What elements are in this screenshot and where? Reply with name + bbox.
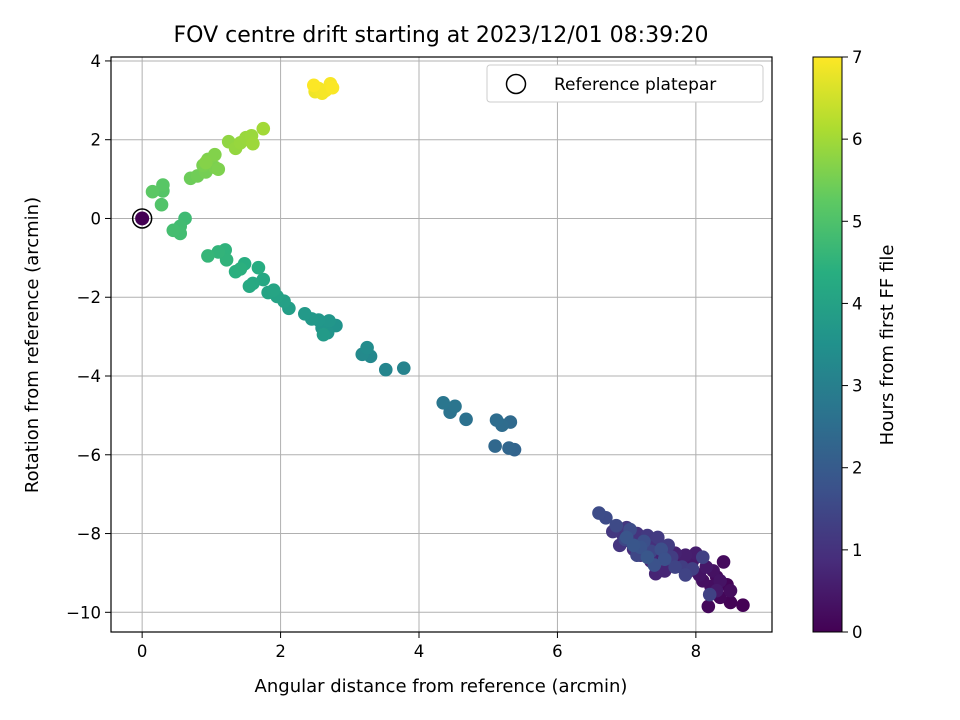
data-point bbox=[701, 599, 716, 614]
data-point bbox=[242, 279, 257, 294]
y-tick-label: −6 bbox=[77, 446, 101, 465]
colorbar-gradient bbox=[813, 57, 842, 632]
data-point bbox=[266, 283, 281, 297]
data-point bbox=[723, 583, 738, 598]
data-point bbox=[657, 552, 672, 566]
data-point bbox=[626, 538, 641, 553]
y-tick-label: 0 bbox=[91, 209, 102, 228]
y-tick-label: −8 bbox=[77, 525, 101, 544]
legend: Reference platepar bbox=[486, 64, 764, 103]
data-point bbox=[360, 340, 374, 355]
colorbar-ticks: 0 1 2 3 4 5 6 7 bbox=[842, 48, 863, 642]
data-point bbox=[678, 568, 693, 582]
colorbar: 0 1 2 3 4 5 6 7 Hours from first FF file bbox=[812, 48, 898, 642]
colorbar-tick-label: 1 bbox=[852, 541, 863, 560]
x-tick-label: 6 bbox=[552, 642, 563, 661]
y-axis-label: Rotation from reference (arcmin) bbox=[22, 197, 43, 493]
x-tick-label: 0 bbox=[137, 642, 148, 661]
legend-entry-reference: Reference platepar bbox=[554, 75, 716, 95]
colorbar-tick-label: 6 bbox=[852, 130, 863, 149]
y-axis-ticks: 4 2 0 −2 −4 −6 −8 −10 bbox=[66, 52, 111, 622]
data-point bbox=[256, 272, 271, 287]
plot-area: 0 2 4 6 8 4 2 0 −2 −4 −6 −8 −10 bbox=[66, 52, 773, 661]
x-tick-label: 4 bbox=[414, 642, 425, 661]
colorbar-tick-label: 2 bbox=[852, 459, 863, 478]
data-point bbox=[201, 249, 215, 263]
data-point bbox=[592, 506, 606, 520]
data-point bbox=[489, 413, 504, 427]
colorbar-tick-label: 5 bbox=[852, 212, 863, 231]
x-tick-label: 2 bbox=[275, 642, 286, 661]
data-point bbox=[199, 155, 213, 170]
y-tick-label: −4 bbox=[77, 367, 101, 386]
data-point bbox=[378, 362, 393, 377]
colorbar-tick-label: 3 bbox=[852, 377, 863, 396]
data-point bbox=[657, 564, 672, 578]
scatter-points bbox=[145, 76, 750, 614]
data-point bbox=[166, 223, 181, 238]
data-point bbox=[145, 184, 160, 199]
data-point bbox=[436, 395, 451, 410]
data-point bbox=[716, 555, 731, 569]
data-point bbox=[695, 550, 710, 564]
reference-marker bbox=[131, 208, 153, 229]
data-point bbox=[640, 550, 655, 564]
data-point bbox=[316, 327, 331, 342]
data-point bbox=[211, 245, 226, 259]
data-point bbox=[723, 595, 738, 610]
data-point bbox=[246, 136, 260, 151]
data-point bbox=[306, 78, 321, 93]
data-point bbox=[448, 399, 462, 414]
data-point bbox=[208, 147, 222, 162]
data-point bbox=[211, 162, 226, 177]
data-point bbox=[256, 121, 271, 136]
legend-marker bbox=[505, 73, 527, 95]
data-point bbox=[298, 306, 312, 321]
data-point bbox=[668, 560, 682, 574]
data-point bbox=[702, 587, 717, 602]
data-point bbox=[156, 178, 170, 192]
chart-title: FOV centre drift starting at 2023/12/01 … bbox=[174, 23, 709, 48]
data-point bbox=[233, 262, 248, 276]
data-point bbox=[736, 598, 750, 613]
data-point bbox=[502, 441, 516, 455]
colorbar-tick-label: 4 bbox=[852, 294, 863, 313]
reference-ring bbox=[131, 208, 153, 229]
y-tick-label: 4 bbox=[91, 52, 102, 71]
colorbar-tick-label: 0 bbox=[852, 623, 863, 642]
reference-point bbox=[135, 211, 150, 226]
x-tick-label: 8 bbox=[691, 642, 702, 661]
colorbar-frame bbox=[812, 56, 843, 633]
data-point bbox=[154, 197, 169, 212]
y-tick-label: 2 bbox=[91, 131, 102, 150]
data-point bbox=[396, 361, 411, 375]
data-point bbox=[488, 439, 502, 453]
data-point bbox=[650, 530, 665, 545]
colorbar-tick-label: 7 bbox=[852, 48, 863, 67]
data-point bbox=[609, 518, 624, 533]
x-axis-ticks: 0 2 4 6 8 bbox=[137, 632, 701, 661]
data-point bbox=[322, 314, 336, 328]
data-point bbox=[325, 80, 340, 95]
data-point bbox=[678, 548, 693, 563]
y-tick-label: −2 bbox=[77, 288, 101, 307]
grid bbox=[111, 57, 772, 632]
legend-box bbox=[486, 64, 764, 103]
x-axis-label: Angular distance from reference (arcmin) bbox=[255, 676, 628, 697]
colorbar-label: Hours from first FF file bbox=[877, 245, 898, 446]
data-point bbox=[251, 260, 266, 275]
y-tick-label: −10 bbox=[66, 603, 101, 622]
plot-frame bbox=[110, 56, 773, 633]
data-point bbox=[459, 412, 473, 427]
